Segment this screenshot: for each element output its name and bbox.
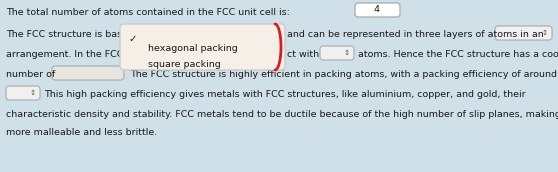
Text: ↕: ↕	[30, 90, 36, 96]
Text: The FCC structure is highly efficient in packing atoms, with a packing efficienc: The FCC structure is highly efficient in…	[130, 70, 557, 79]
Text: ↕: ↕	[344, 50, 350, 56]
Text: The FCC structure is based o: The FCC structure is based o	[6, 30, 143, 39]
Text: This high packing efficiency gives metals with FCC structures, like aluminium, c: This high packing efficiency gives metal…	[44, 90, 526, 99]
FancyBboxPatch shape	[495, 26, 552, 40]
FancyBboxPatch shape	[355, 3, 400, 17]
Text: ct with: ct with	[287, 50, 319, 59]
FancyBboxPatch shape	[6, 86, 40, 100]
Text: ↕: ↕	[542, 30, 548, 36]
Text: number of: number of	[6, 70, 55, 79]
Text: 4: 4	[373, 6, 379, 14]
Text: square packing: square packing	[148, 60, 221, 69]
Text: ✓: ✓	[128, 34, 137, 44]
Text: more malleable and less brittle.: more malleable and less brittle.	[6, 128, 157, 137]
FancyBboxPatch shape	[52, 66, 124, 80]
FancyBboxPatch shape	[320, 46, 354, 60]
Text: atoms. Hence the FCC structure has a coordination: atoms. Hence the FCC structure has a coo…	[358, 50, 558, 59]
Text: The total number of atoms contained in the FCC unit cell is:: The total number of atoms contained in t…	[6, 8, 290, 17]
FancyBboxPatch shape	[120, 24, 285, 70]
Text: characteristic density and stability. FCC metals tend to be ductile because of t: characteristic density and stability. FC…	[6, 110, 558, 119]
Text: and can be represented in three layers of atoms in an: and can be represented in three layers o…	[287, 30, 543, 39]
Text: arrangement. In the FCC latt: arrangement. In the FCC latt	[6, 50, 142, 59]
Text: hexagonal packing: hexagonal packing	[148, 44, 238, 53]
